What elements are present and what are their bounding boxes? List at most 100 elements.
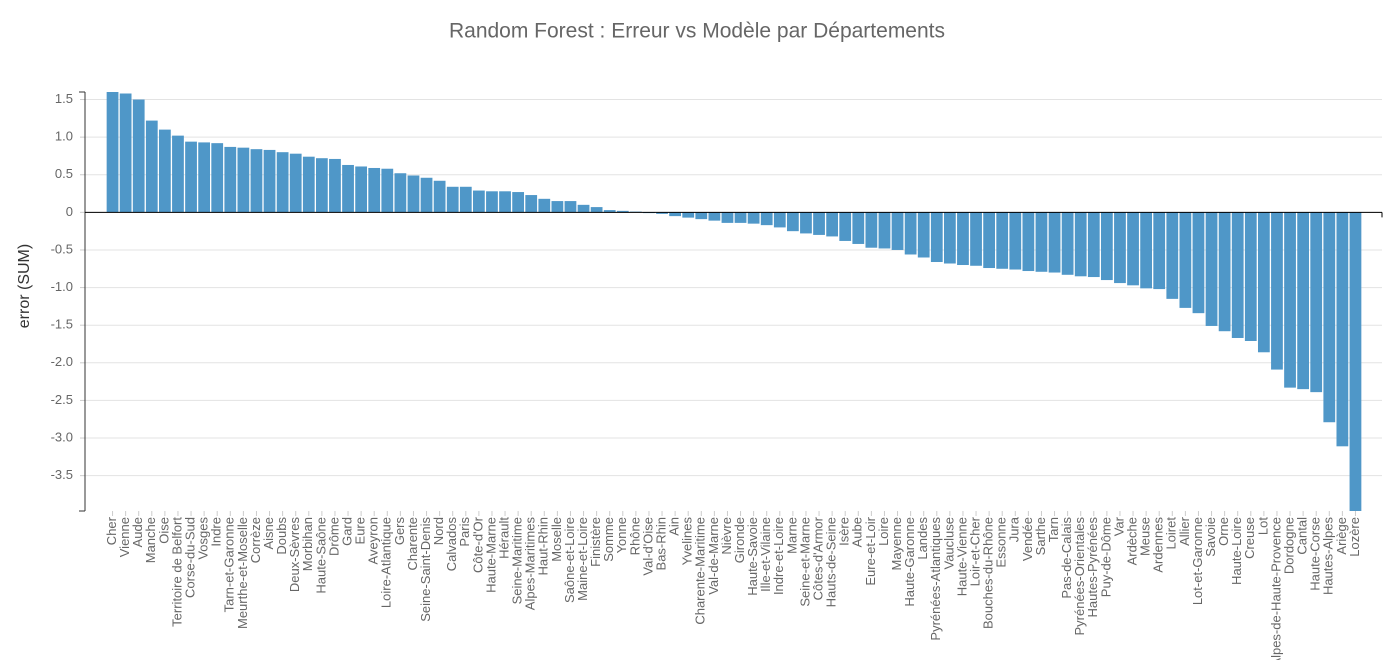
bar [472,190,485,213]
bar [813,212,825,235]
x-tick-label: Haute-Savoie [745,517,760,596]
bar [1179,212,1192,308]
bar [551,201,564,213]
x-tick-label: Jura [1007,516,1022,542]
bar [957,212,969,266]
x-tick-label: Ain [667,517,682,536]
bar [970,212,982,266]
x-tick-label: Val-d'Oise [640,517,655,576]
bar [1284,212,1296,388]
x-tick-label: Seine-et-Marne [797,517,812,607]
bar [145,120,158,213]
x-tick-label: Hautes-Alpes [1321,517,1336,596]
x-tick-label: Puy-de-Dôme [1098,517,1113,597]
bar [577,204,590,213]
x-tick-label: Morbihan [300,517,315,571]
bar [1244,212,1257,341]
bar [433,180,446,213]
bar [1153,212,1166,290]
x-tick-label: Paris [457,517,472,547]
bar [1100,212,1113,281]
x-tick-label: Corrèze [248,517,263,563]
bar [760,212,773,226]
bar [289,153,302,213]
x-tick-label: Finistère [588,517,603,567]
x-tick-label: Meuse [1138,517,1153,556]
bar [917,212,930,258]
bar [342,164,354,213]
x-tick-label: Aisne [261,517,276,550]
bar [355,166,368,213]
bar [446,186,459,213]
x-tick-label: Drôme [326,517,341,556]
x-tick-label: Aude [130,517,145,547]
bar [1323,212,1336,423]
x-tick-label: Ille-et-Vilaine [758,517,773,592]
x-tick-label: Lozère [1347,517,1362,557]
x-tick-label: Isère [837,517,852,546]
x-tick-label: Meurthe-et-Moselle [235,517,250,629]
x-tick-label: Hauts-de-Seine [824,517,839,607]
y-tick-label: -1.0 [51,279,73,294]
x-tick-label: Var [1111,516,1126,536]
bar [786,212,799,232]
y-tick-label: 0.5 [55,166,73,181]
x-tick-label: Charente-Maritime [693,517,708,625]
x-tick-label: Essonne [994,517,1009,568]
bar [459,186,472,213]
bar [878,212,891,249]
x-tick-label: Tarn-et-Garonne [222,517,237,612]
bar [172,135,184,213]
x-tick-label: Pas-de-Calais [1059,517,1074,599]
bar [250,149,263,213]
bar [1074,212,1087,277]
bar [1087,212,1100,278]
x-tick-label: Maine-et-Loire [575,517,590,601]
x-tick-label: Vendée [1020,517,1035,561]
y-axis-label: error (SUM) [16,244,33,328]
bar [1140,212,1153,289]
x-tick-label: Val-de-Marne [706,517,721,595]
bar [590,207,603,213]
x-tick-label: Nord [431,517,446,545]
x-tick-label: Mayenne [889,517,904,570]
bar [1127,212,1139,286]
x-tick-label: Gers [392,517,407,546]
x-tick-label: Cher [104,516,119,545]
x-tick-label: Calvados [444,517,459,572]
x-tick-label: Doubs [274,517,289,555]
x-tick-label: Indre-et-Loire [771,517,786,595]
bar [394,173,407,213]
bar [499,191,511,213]
bar [263,149,276,213]
bar [1009,212,1022,270]
x-tick-label: Manche [143,517,158,563]
x-tick-label: Somme [601,517,616,562]
x-tick-label: Yvelines [680,517,695,566]
x-tick-label: Haute-Garonne [902,517,917,607]
bar [826,212,839,237]
x-tick-label: Yonne [614,517,629,553]
x-tick-label: Gironde [732,517,747,563]
bar [538,198,551,213]
x-tick-label: Côte-d'Or [470,516,485,573]
bar [734,212,747,223]
bar [329,158,341,213]
bar [603,210,616,213]
x-tick-label: Dordogne [1281,517,1296,574]
x-tick-label: Bas-Rhin [653,517,668,570]
bar [1048,212,1061,273]
x-tick-label: Deux-Sèvres [287,517,302,593]
x-tick-label: Marne [784,517,799,554]
x-tick-label: Côtes-d'Armor [810,516,825,600]
x-tick-label: Haute-Vienne [954,517,969,596]
bar [852,212,865,244]
bar [1336,212,1349,447]
x-tick-label: Loiret [1164,517,1179,550]
bar [682,212,695,218]
bar [486,191,498,213]
bar [695,212,708,220]
bar [1114,212,1126,284]
bar [407,175,420,213]
bar [1192,212,1205,314]
